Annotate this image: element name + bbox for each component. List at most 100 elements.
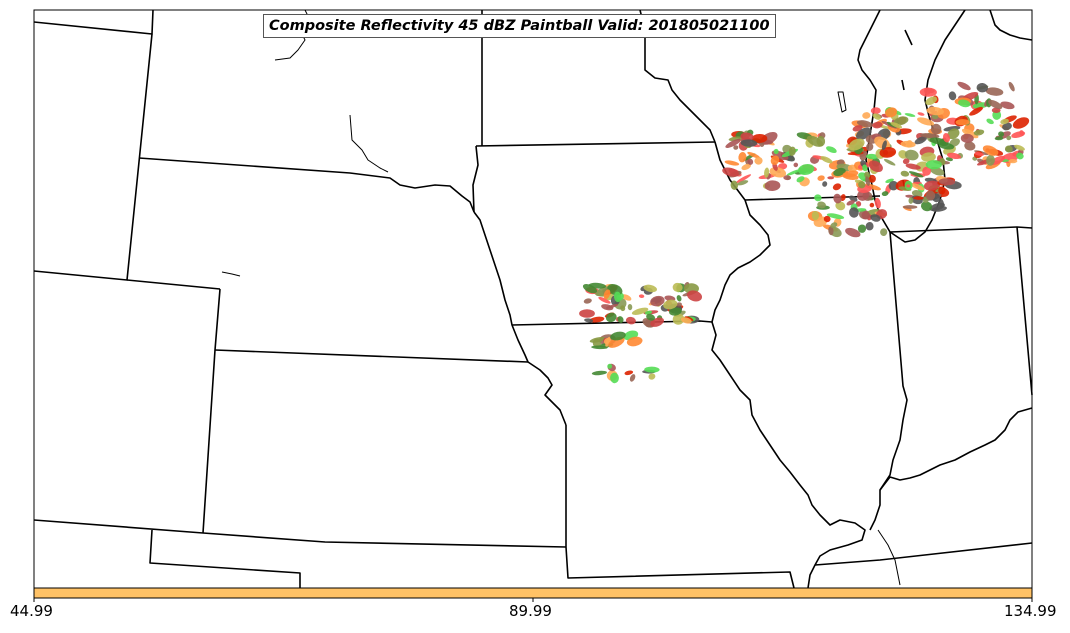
reflectivity-blob — [770, 155, 780, 166]
reflectivity-blob — [595, 286, 611, 297]
reflectivity-blob — [900, 140, 916, 148]
reflectivity-blob — [917, 117, 935, 126]
reflectivity-blob — [947, 152, 961, 160]
reflectivity-blob — [631, 307, 649, 315]
reflectivity-blob — [764, 167, 770, 178]
reflectivity-blob — [793, 162, 799, 168]
reflectivity-blob — [773, 148, 779, 155]
reflectivity-blob — [986, 118, 994, 125]
border-ia-mo — [511, 320, 713, 326]
reflectivity-blob — [669, 307, 682, 316]
reflectivity-blob — [751, 133, 768, 144]
reflectivity-blob — [925, 190, 936, 201]
reflectivity-blob — [982, 145, 999, 156]
reflectivity-blob — [833, 193, 842, 204]
reflectivity-blob — [764, 180, 781, 192]
reflectivity-blob — [650, 295, 665, 307]
reflectivity-blob — [610, 331, 626, 341]
reflectivity-blob — [919, 133, 937, 139]
reflectivity-blob — [947, 128, 960, 140]
reflectivity-blob — [724, 160, 740, 166]
reflectivity-blob — [865, 222, 874, 231]
map-frame — [33, 9, 1033, 589]
reflectivity-blob — [888, 180, 899, 191]
reflectivity-blob — [648, 373, 656, 380]
reflectivity-blob — [945, 157, 953, 162]
reflectivity-blob — [610, 372, 619, 384]
reflectivity-blob — [902, 158, 910, 165]
reflectivity-blob — [849, 195, 858, 202]
reflectivity-blob — [880, 228, 888, 236]
reflectivity-blob — [861, 211, 871, 220]
reflectivity-blob — [796, 176, 805, 183]
reflectivity-blob — [1008, 81, 1015, 92]
reflectivity-blob — [917, 112, 925, 116]
reflectivity-blob — [738, 152, 747, 163]
border-sd-ia-west — [472, 145, 479, 213]
reflectivity-blob — [874, 197, 881, 209]
reflectivity-blob — [960, 133, 974, 143]
reflectivity-blob — [722, 167, 739, 177]
reflectivity-blob — [922, 166, 932, 176]
reflectivity-blob — [1000, 101, 1015, 110]
border-ok-tx — [149, 529, 301, 588]
reflectivity-blob — [644, 366, 660, 373]
reflectivity-blob — [893, 116, 909, 126]
reflectivity-blob — [603, 289, 611, 300]
reflectivity-blob — [830, 222, 838, 228]
reflectivity-blob — [644, 310, 653, 315]
reflectivity-blob — [865, 176, 871, 186]
reflectivity-blob — [910, 183, 925, 191]
reflectivity-blob — [584, 318, 594, 323]
border-sd-ne — [138, 157, 475, 213]
reflectivity-blob — [869, 202, 875, 208]
shore-small-2 — [349, 114, 389, 173]
reflectivity-blob — [988, 99, 1003, 110]
reflectivity-blob — [931, 206, 947, 212]
reflectivity-blob — [816, 135, 826, 147]
reflectivity-blob — [835, 201, 846, 211]
reflectivity-blob — [985, 87, 1004, 96]
reflectivity-blob — [906, 184, 911, 188]
reflectivity-blob — [919, 87, 937, 97]
reflectivity-blob — [868, 174, 876, 183]
reflectivity-blob — [881, 140, 887, 151]
reflectivity-blob — [643, 284, 657, 293]
reflectivity-blob — [735, 174, 752, 184]
border-mn-ia — [475, 141, 716, 147]
reflectivity-blob — [733, 145, 739, 150]
reflectivity-blob — [627, 304, 633, 311]
reflectivity-blob — [955, 119, 970, 126]
reflectivity-blob — [823, 215, 831, 223]
reflectivity-blob — [1005, 145, 1013, 153]
reflectivity-blob — [579, 309, 595, 318]
colorbar-tick-label-max: 134.99 — [1004, 602, 1057, 620]
reflectivity-blob — [747, 151, 760, 159]
reflectivity-blob — [942, 132, 951, 143]
border-ky-tn — [814, 542, 1033, 566]
reflectivity-blob — [921, 152, 936, 162]
colorbar-tick-label-mid: 89.99 — [509, 602, 552, 620]
reflectivity-blob — [961, 128, 979, 139]
state-borders — [33, 9, 1033, 589]
reflectivity-blob — [870, 107, 881, 115]
reflectivity-blob — [833, 167, 846, 177]
reflectivity-blob — [973, 129, 985, 136]
reflectivity-blob — [786, 175, 791, 180]
reflectivity-blob — [626, 336, 643, 347]
reflectivity-blob — [740, 139, 758, 147]
reflectivity-blob — [741, 163, 752, 171]
reflectivity-blob — [938, 186, 946, 195]
reflectivity-blob — [588, 282, 607, 289]
reflectivity-blob — [686, 290, 703, 302]
border-co-nm — [33, 519, 204, 534]
reflectivity-blob — [676, 302, 682, 307]
reflectivity-blob — [747, 158, 754, 165]
colorbar — [33, 587, 1033, 599]
border-ne-ks — [214, 349, 529, 363]
border-in-oh-vertical — [1016, 226, 1033, 396]
michigan-shore — [989, 9, 1033, 41]
reflectivity-blob — [846, 200, 855, 206]
reflectivity-blob — [817, 201, 826, 209]
